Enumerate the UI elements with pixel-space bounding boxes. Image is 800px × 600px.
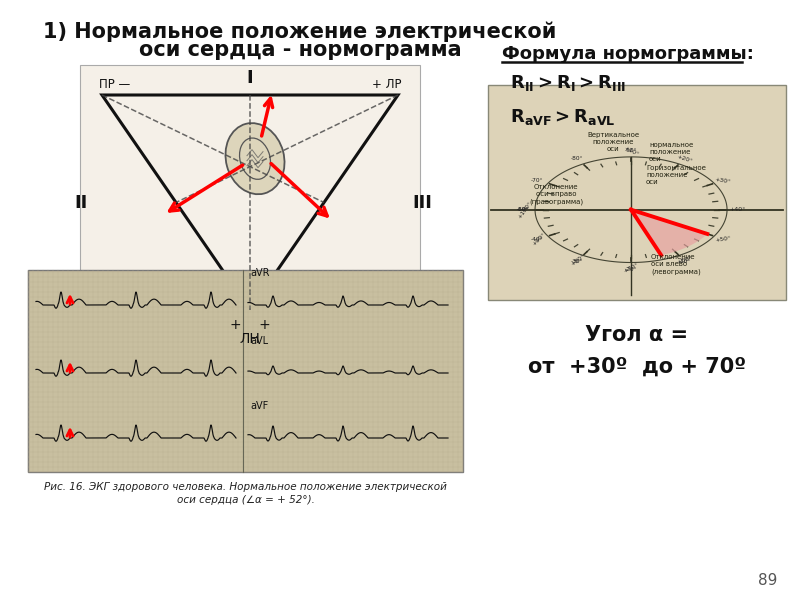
Text: +60°: +60°	[675, 256, 693, 265]
Text: -90°: -90°	[625, 148, 638, 153]
Text: I: I	[246, 69, 254, 87]
Text: +90°: +90°	[532, 232, 546, 247]
Text: +70°: +70°	[622, 262, 639, 274]
Text: Отклонение
оси вправо
(правограмма): Отклонение оси вправо (правограмма)	[529, 184, 583, 205]
Text: Формула нормограммы:: Формула нормограммы:	[502, 45, 754, 63]
Text: +80°: +80°	[570, 253, 586, 267]
Text: aVL: aVL	[250, 336, 268, 346]
Text: III: III	[412, 193, 432, 211]
Text: -10°: -10°	[678, 259, 691, 263]
Text: -70°: -70°	[531, 178, 544, 182]
Text: 89: 89	[758, 573, 778, 588]
Text: aVR: aVR	[250, 268, 270, 278]
Text: нормальное
положение
оси: нормальное положение оси	[649, 142, 694, 161]
Text: +20°: +20°	[675, 154, 693, 164]
Text: -30°: -30°	[570, 259, 583, 263]
FancyBboxPatch shape	[28, 270, 463, 472]
Text: Вертикальное
положение
оси: Вертикальное положение оси	[587, 131, 639, 152]
Text: -50°: -50°	[517, 207, 530, 212]
Text: Горизонтальное
положение
оси: Горизонтальное положение оси	[646, 164, 706, 185]
Text: Отклонение
оси влево
(левограмма): Отклонение оси влево (левограмма)	[651, 254, 701, 275]
Text: +100°: +100°	[517, 200, 533, 219]
Text: -40°: -40°	[531, 237, 544, 242]
Text: -80°: -80°	[570, 156, 583, 161]
Text: aVF: aVF	[250, 401, 268, 411]
Text: +40°: +40°	[729, 207, 745, 212]
Polygon shape	[631, 209, 707, 255]
Text: +10°: +10°	[622, 146, 639, 157]
Text: $\mathbf{R_{aVF} > R_{aVL}}$: $\mathbf{R_{aVF} > R_{aVL}}$	[510, 107, 615, 127]
Text: +50°: +50°	[714, 235, 731, 242]
Text: II: II	[74, 193, 88, 211]
Text: ПР —: ПР —	[99, 78, 130, 91]
Text: -20°: -20°	[625, 266, 638, 272]
Text: ЛН: ЛН	[240, 332, 260, 346]
Text: -60°: -60°	[517, 207, 530, 212]
Text: 1) Нормальное положение электрической: 1) Нормальное положение электрической	[43, 22, 557, 43]
Ellipse shape	[226, 123, 285, 194]
Text: +30°: +30°	[714, 177, 731, 184]
Text: + ЛР: + ЛР	[371, 78, 401, 91]
Text: +    +: + +	[230, 318, 270, 332]
Text: оси сердца (∠α = + 52°).: оси сердца (∠α = + 52°).	[177, 495, 314, 505]
Text: от  +30º  до + 70º: от +30º до + 70º	[528, 357, 746, 377]
FancyBboxPatch shape	[488, 85, 786, 300]
Text: $\mathbf{R_{II} > R_{I} > R_{III}}$: $\mathbf{R_{II} > R_{I} > R_{III}}$	[510, 73, 626, 93]
Text: Рис. 16. ЭКГ здорового человека. Нормальное положение электрической: Рис. 16. ЭКГ здорового человека. Нормаль…	[44, 482, 447, 492]
Text: оси сердца - нормограмма: оси сердца - нормограмма	[138, 40, 462, 60]
Text: Угол α =: Угол α =	[586, 325, 689, 345]
FancyBboxPatch shape	[80, 65, 420, 355]
